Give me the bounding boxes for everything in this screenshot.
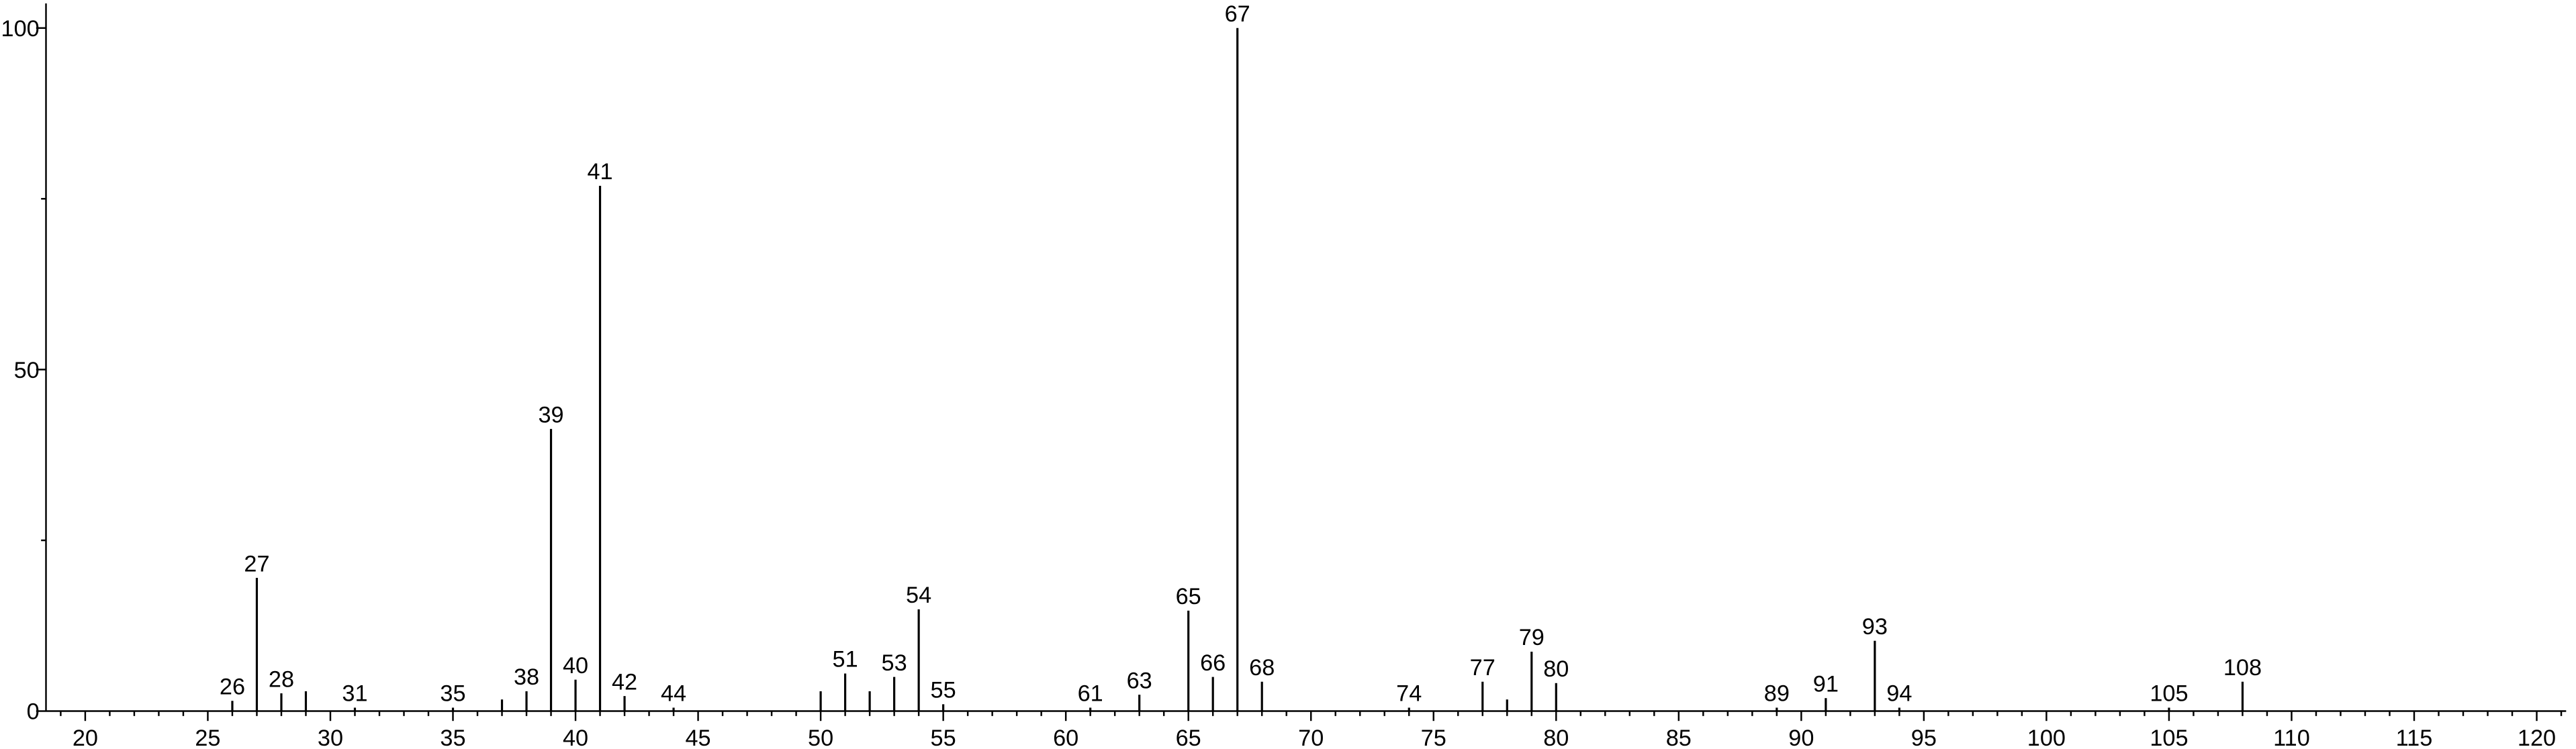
x-tick-label: 55	[931, 726, 956, 749]
peak-label: 94	[1886, 681, 1912, 707]
x-tick-label: 45	[686, 726, 711, 749]
peak-label: 54	[906, 583, 931, 608]
peak-label: 28	[269, 666, 294, 692]
y-tick-label: 100	[1, 16, 40, 42]
peak-label: 77	[1470, 655, 1496, 681]
x-tick-label: 80	[1543, 726, 1569, 749]
x-tick-label: 25	[195, 726, 220, 749]
peak-label: 65	[1176, 584, 1201, 609]
peak-label: 40	[563, 653, 588, 679]
peak-label: 44	[661, 681, 686, 707]
peak-label: 80	[1543, 656, 1569, 682]
y-tick-label: 0	[27, 699, 40, 725]
x-tick-label: 50	[808, 726, 833, 749]
peak-label: 68	[1249, 655, 1275, 681]
x-tick-label: 40	[563, 726, 588, 749]
x-tick-label: 60	[1053, 726, 1078, 749]
x-tick-label: 75	[1421, 726, 1446, 749]
y-tick-label: 50	[14, 358, 40, 383]
peak-label: 74	[1396, 681, 1422, 707]
peak-label: 79	[1519, 625, 1545, 650]
peak-label: 91	[1813, 671, 1839, 697]
x-tick-label: 95	[1911, 726, 1937, 749]
peak-label: 26	[220, 674, 245, 699]
x-tick-label: 115	[2396, 726, 2433, 749]
x-tick-label: 90	[1788, 726, 1814, 749]
peak-label: 63	[1127, 668, 1152, 693]
x-tick-label: 105	[2150, 726, 2188, 749]
peak-label: 108	[2223, 655, 2262, 681]
peak-label: 38	[514, 664, 539, 690]
peak-label: 31	[342, 681, 367, 707]
peak-label: 66	[1200, 650, 1226, 676]
x-tick-label: 35	[440, 726, 465, 749]
x-tick-label: 65	[1176, 726, 1201, 749]
peak-label: 35	[440, 681, 465, 707]
peak-label: 51	[833, 647, 858, 672]
x-tick-label: 120	[2518, 726, 2556, 749]
peak-label: 89	[1764, 681, 1790, 707]
x-tick-label: 30	[318, 726, 343, 749]
peak-label: 42	[612, 669, 637, 695]
peak-label: 27	[244, 551, 269, 577]
x-tick-label: 100	[2027, 726, 2066, 749]
peak-label: 55	[931, 678, 956, 703]
peak-label: 93	[1862, 614, 1888, 640]
peak-label: 61	[1078, 681, 1103, 707]
peak-label: 53	[882, 650, 907, 676]
peak-label: 41	[587, 159, 612, 185]
peak-label: 39	[538, 402, 563, 428]
x-tick-label: 85	[1666, 726, 1692, 749]
peak-label: 67	[1225, 1, 1250, 27]
x-tick-label: 110	[2273, 726, 2310, 749]
x-tick-label: 20	[73, 726, 98, 749]
peak-label: 105	[2150, 681, 2188, 707]
x-tick-label: 70	[1298, 726, 1324, 749]
